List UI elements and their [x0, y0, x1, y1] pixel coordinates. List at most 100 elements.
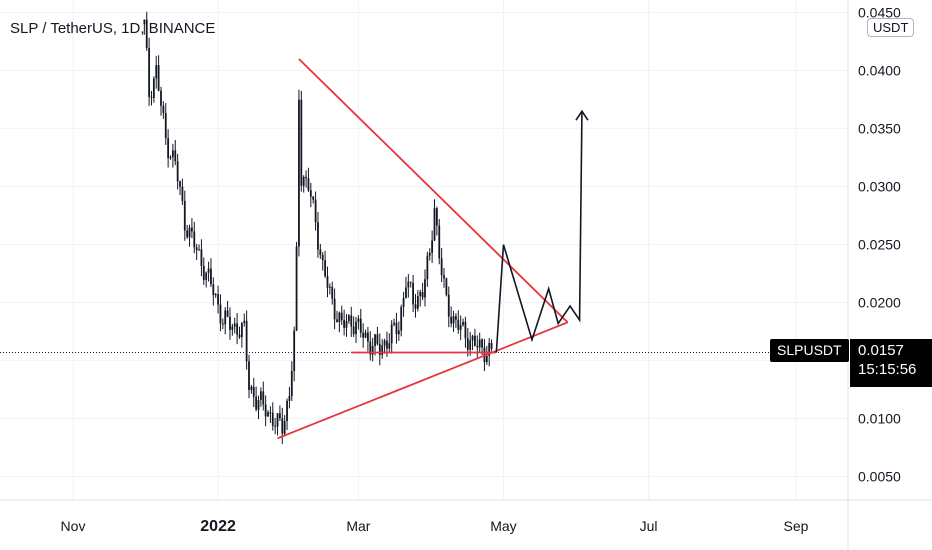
candle-body [162, 105, 165, 114]
candle-body [362, 332, 365, 338]
candle-body [452, 316, 455, 324]
candle-body [250, 386, 253, 390]
candle-body [314, 199, 317, 223]
y-tick-label: 0.0350 [858, 121, 901, 137]
currency-badge[interactable]: USDT [867, 18, 915, 37]
candle-body [217, 294, 219, 305]
candle-body [271, 412, 274, 426]
candle-body [171, 150, 174, 158]
candle-body [286, 400, 288, 422]
candle-body [340, 312, 343, 321]
candle-body [288, 396, 291, 401]
candle-body [317, 222, 319, 250]
x-tick-label: 2022 [200, 518, 236, 535]
candle-body [381, 345, 384, 355]
x-tick-label: Mar [346, 518, 370, 534]
candle-body [252, 386, 255, 397]
candle-body [226, 310, 229, 317]
candle-body [238, 334, 241, 338]
candle-body [326, 276, 329, 288]
candle-body [345, 320, 348, 328]
candle-body [195, 247, 198, 251]
chart-title: SLP / TetherUS, 1D, BINANCE [10, 20, 216, 37]
bar-countdown: 15:15:56 [858, 361, 917, 378]
candle-body [302, 176, 305, 186]
candle-body [397, 330, 400, 335]
candle-body [255, 396, 258, 410]
candle-body [160, 90, 162, 106]
candle-body [431, 240, 434, 253]
candle-body [481, 339, 483, 348]
candle-body [283, 421, 286, 434]
candle-body [309, 190, 312, 197]
candle-body [202, 265, 205, 280]
candle-body [355, 321, 357, 335]
candle-body [290, 371, 293, 397]
candle-body [150, 96, 153, 98]
candle-body [336, 319, 338, 323]
candle-body [264, 404, 267, 417]
candle-body [367, 332, 369, 342]
candle-body [293, 330, 296, 372]
candle-body [210, 268, 212, 285]
y-tick-label: 0.0100 [858, 411, 901, 427]
candle-body [200, 249, 203, 266]
projection-arrowhead [575, 109, 589, 121]
candle-body [229, 316, 231, 330]
x-tick-label: Nov [61, 518, 86, 534]
candle-body [143, 19, 146, 25]
candle-body [357, 318, 360, 322]
candle-body [386, 340, 388, 349]
candle-body [421, 292, 424, 298]
candle-body [321, 255, 324, 261]
candle-body [435, 208, 438, 226]
candle-body [390, 324, 393, 344]
candle-body [457, 319, 460, 330]
candle-body [455, 316, 457, 320]
candle-body [378, 343, 381, 355]
candle-body [419, 292, 422, 297]
candle-body [474, 335, 476, 346]
candle-body [176, 161, 179, 182]
x-tick-label: Jul [640, 518, 658, 534]
candle-body [148, 48, 151, 97]
candle-body [248, 361, 250, 390]
candle-body [155, 65, 158, 79]
candle-body [233, 323, 236, 327]
candle-body [224, 310, 227, 325]
candle-body [205, 272, 208, 280]
last-price-tag: 0.0157 15:15:56 [850, 339, 932, 387]
candle-body [445, 278, 448, 295]
candle-body [169, 157, 172, 159]
y-tick-label: 0.0050 [858, 469, 901, 485]
candle-body [276, 413, 279, 427]
candle-body [300, 99, 303, 186]
candle-body [262, 391, 265, 405]
candle-body [450, 316, 453, 324]
y-tick-label: 0.0450 [858, 5, 901, 21]
candle-body [191, 227, 193, 232]
last-price-value: 0.0157 [858, 342, 904, 359]
candle-body [259, 391, 262, 401]
candle-body [231, 326, 234, 330]
x-tick-label: Sep [784, 518, 809, 534]
y-tick-label: 0.0400 [858, 63, 901, 79]
candle-body [245, 320, 248, 362]
candle-body [328, 286, 331, 288]
candle-body [214, 294, 217, 296]
candle-body [193, 231, 196, 248]
candle-body [443, 275, 445, 279]
candle-body [438, 225, 441, 259]
candle-body [388, 343, 391, 349]
candle-body [186, 230, 189, 238]
candle-body [359, 318, 362, 333]
candle-body [490, 342, 493, 349]
candle-body [426, 255, 429, 280]
candle-body [240, 322, 243, 338]
candle-body [414, 304, 417, 309]
y-tick-label: 0.0200 [858, 295, 901, 311]
candle-body [343, 320, 346, 328]
candle-body [183, 200, 186, 231]
candle-body [402, 297, 405, 307]
